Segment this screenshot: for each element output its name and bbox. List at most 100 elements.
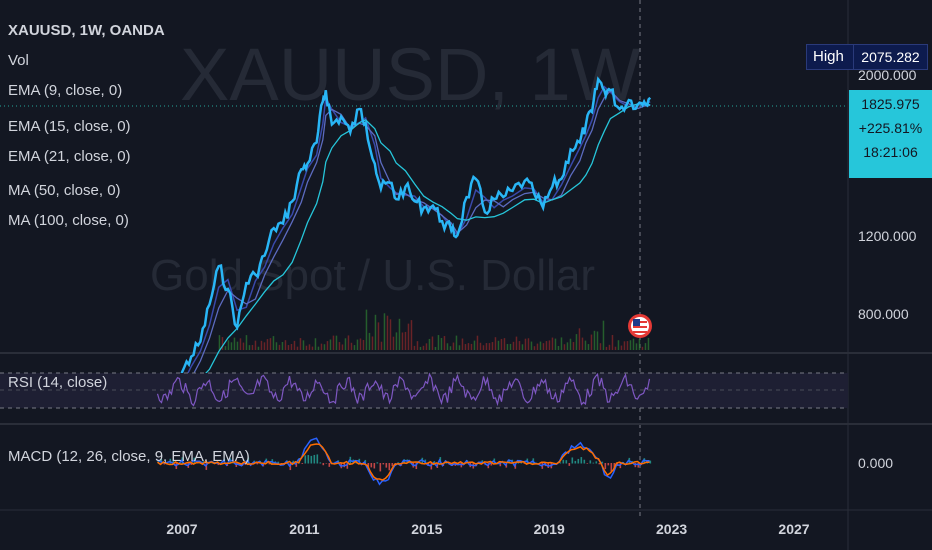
volume-bar — [635, 343, 638, 350]
macd-histogram-bar — [277, 461, 280, 464]
volume-bar — [230, 342, 233, 350]
volume-bar — [590, 334, 593, 350]
legend-rsi[interactable]: RSI (14, close) — [8, 374, 108, 391]
legend-ema-21[interactable]: EMA (21, close, 0) — [8, 148, 131, 165]
macd-histogram-bar — [601, 461, 604, 464]
volume-bar — [269, 338, 272, 350]
volume-bar — [254, 340, 257, 350]
last-price-tag: 1825.975 +225.81% 18:21:06 — [849, 90, 932, 178]
volume-bar — [479, 342, 482, 350]
macd-histogram-bar — [589, 460, 592, 464]
macd-histogram-bar — [370, 463, 373, 468]
watermark-description: Gold Spot / U.S. Dollar — [150, 251, 595, 300]
volume-bar — [584, 340, 587, 350]
price-tick-800: 800.000 — [858, 306, 909, 322]
volume-bar — [581, 337, 584, 350]
macd-histogram-bar — [328, 463, 331, 467]
macd-histogram-bar — [490, 463, 493, 466]
macd-histogram-bar — [382, 463, 385, 465]
volume-bar — [323, 344, 326, 350]
volume-bar — [377, 322, 380, 350]
macd-histogram-bar — [292, 460, 295, 464]
high-value: 2075.282 — [853, 45, 927, 69]
legend-ma-50[interactable]: MA (50, close, 0) — [8, 182, 121, 199]
volume-bar — [236, 341, 239, 350]
volume-bar — [368, 332, 371, 350]
volume-bar — [530, 341, 533, 350]
macd-histogram-bar — [391, 463, 394, 467]
macd-histogram-bar — [592, 462, 595, 464]
volume-bar — [356, 339, 359, 350]
volume-bar — [305, 345, 308, 350]
volume-bar — [494, 337, 497, 350]
volume-bar — [374, 314, 377, 350]
watermark-symbol: XAUUSD, 1W — [180, 33, 641, 116]
rsi-line — [156, 372, 651, 407]
volume-bar — [350, 342, 353, 350]
volume-bar — [605, 346, 608, 350]
volume-bar — [608, 344, 611, 350]
volume-bar — [569, 338, 572, 350]
macd-histogram-bar — [163, 463, 166, 465]
volume-bar — [398, 318, 401, 350]
macd-histogram-bar — [373, 463, 376, 469]
volume-bar — [602, 320, 605, 350]
volume-bar — [395, 332, 398, 350]
volume-bar — [533, 346, 536, 350]
volume-bar — [290, 343, 293, 350]
macd-histogram-bar — [172, 460, 175, 464]
volume-bar — [257, 346, 260, 350]
volume-bar — [314, 338, 317, 350]
volume-bar — [419, 346, 422, 350]
macd-histogram-bar — [316, 454, 319, 464]
volume-bar — [497, 340, 500, 350]
legend-macd[interactable]: MACD (12, 26, close, 9, EMA, EMA) — [8, 448, 250, 465]
signal-line — [157, 443, 650, 481]
symbol-title[interactable]: XAUUSD, 1W, OANDA — [8, 22, 165, 39]
volume-bar — [416, 341, 419, 350]
macd-histogram-bar — [559, 462, 562, 464]
volume-bar — [626, 341, 629, 350]
volume-bar — [287, 345, 290, 350]
macd-histogram-bar — [304, 455, 307, 464]
volume-bar — [575, 334, 578, 350]
volume-bar — [425, 343, 428, 350]
volume-bar — [389, 319, 392, 350]
macd-histogram-bar — [169, 458, 172, 464]
volume-bar — [248, 345, 251, 350]
legend-ema-15[interactable]: EMA (15, close, 0) — [8, 118, 131, 135]
volume-bar — [620, 345, 623, 350]
volume-bar — [461, 338, 464, 350]
macd-histogram-bar — [568, 463, 571, 466]
volume-bar — [641, 346, 644, 350]
macd-histogram-bar — [580, 457, 583, 464]
volume-bar — [383, 313, 386, 350]
macd-histogram-bar — [499, 463, 502, 467]
macd-histogram-bar — [205, 463, 208, 470]
volume-bar — [275, 342, 278, 350]
price-tick-1200: 1200.000 — [858, 228, 917, 244]
volume-bar — [482, 345, 485, 350]
volume-bar — [362, 339, 365, 350]
macd-histogram-bar — [364, 459, 367, 464]
time-tick-2027: 2027 — [778, 521, 809, 537]
volume-bar — [431, 336, 434, 350]
us-flag-event-icon[interactable] — [628, 314, 652, 338]
volume-bar — [578, 328, 581, 350]
legend-ema-9[interactable]: EMA (9, close, 0) — [8, 82, 123, 99]
legend-vol[interactable]: Vol — [8, 52, 29, 69]
volume-bar — [260, 340, 263, 350]
volume-bar — [251, 344, 254, 350]
volume-bar — [464, 344, 467, 350]
volume-bar — [272, 336, 275, 350]
volume-bar — [542, 343, 545, 350]
macd-histogram-bar — [604, 463, 607, 470]
volume-bar — [242, 342, 245, 350]
volume-bar — [245, 335, 248, 350]
macd-tick-zero: 0.000 — [858, 455, 893, 471]
macd-histogram-bar — [583, 459, 586, 464]
volume-bar — [371, 336, 374, 350]
legend-ma-100[interactable]: MA (100, close, 0) — [8, 212, 129, 229]
volume-bar — [302, 340, 305, 350]
